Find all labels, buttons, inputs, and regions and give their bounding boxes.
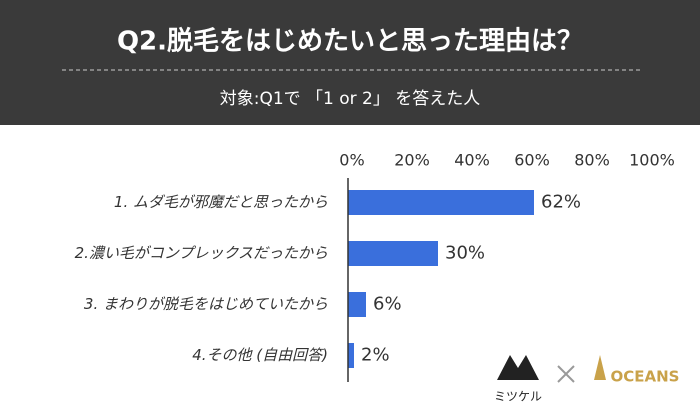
bar	[348, 241, 438, 266]
bar	[348, 343, 354, 368]
subtitle: 対象:Q1で 「1 or 2」 を答えた人	[220, 89, 481, 109]
separator	[557, 365, 575, 383]
logo-mitsukeru: ミツケル	[494, 355, 542, 404]
logo-icon	[594, 355, 606, 380]
value-label: 6%	[373, 294, 402, 315]
value-label: 2%	[361, 345, 390, 366]
logo-text: OCEANS	[611, 368, 680, 386]
value-label: 62%	[541, 192, 581, 213]
y-tick-label: 4.その他 (自由回答)	[192, 346, 328, 364]
chart-title: Q2.脱毛をはじめたいと思った理由は？	[117, 27, 583, 57]
x-tick-label: 0%	[339, 151, 364, 170]
x-tick-label: 60%	[514, 151, 550, 170]
x-tick-label: 100%	[629, 151, 675, 170]
logo-icon	[497, 355, 539, 380]
logo-oceans: OCEANS	[594, 355, 679, 386]
logo-text: ミツケル	[494, 390, 542, 404]
y-tick-label: 2.濃い毛がコンプレックスだったから	[75, 244, 328, 262]
x-tick-label: 20%	[394, 151, 430, 170]
y-tick-label: 3. まわりが脱毛をはじめていたから	[84, 295, 328, 313]
header	[0, 0, 700, 125]
bar	[348, 292, 366, 317]
bar	[348, 190, 534, 215]
x-tick-label: 40%	[454, 151, 490, 170]
value-label: 30%	[445, 243, 485, 264]
x-tick-label: 80%	[574, 151, 610, 170]
y-tick-label: 1. ムダ毛が邪魔だと思ったから	[114, 193, 328, 211]
